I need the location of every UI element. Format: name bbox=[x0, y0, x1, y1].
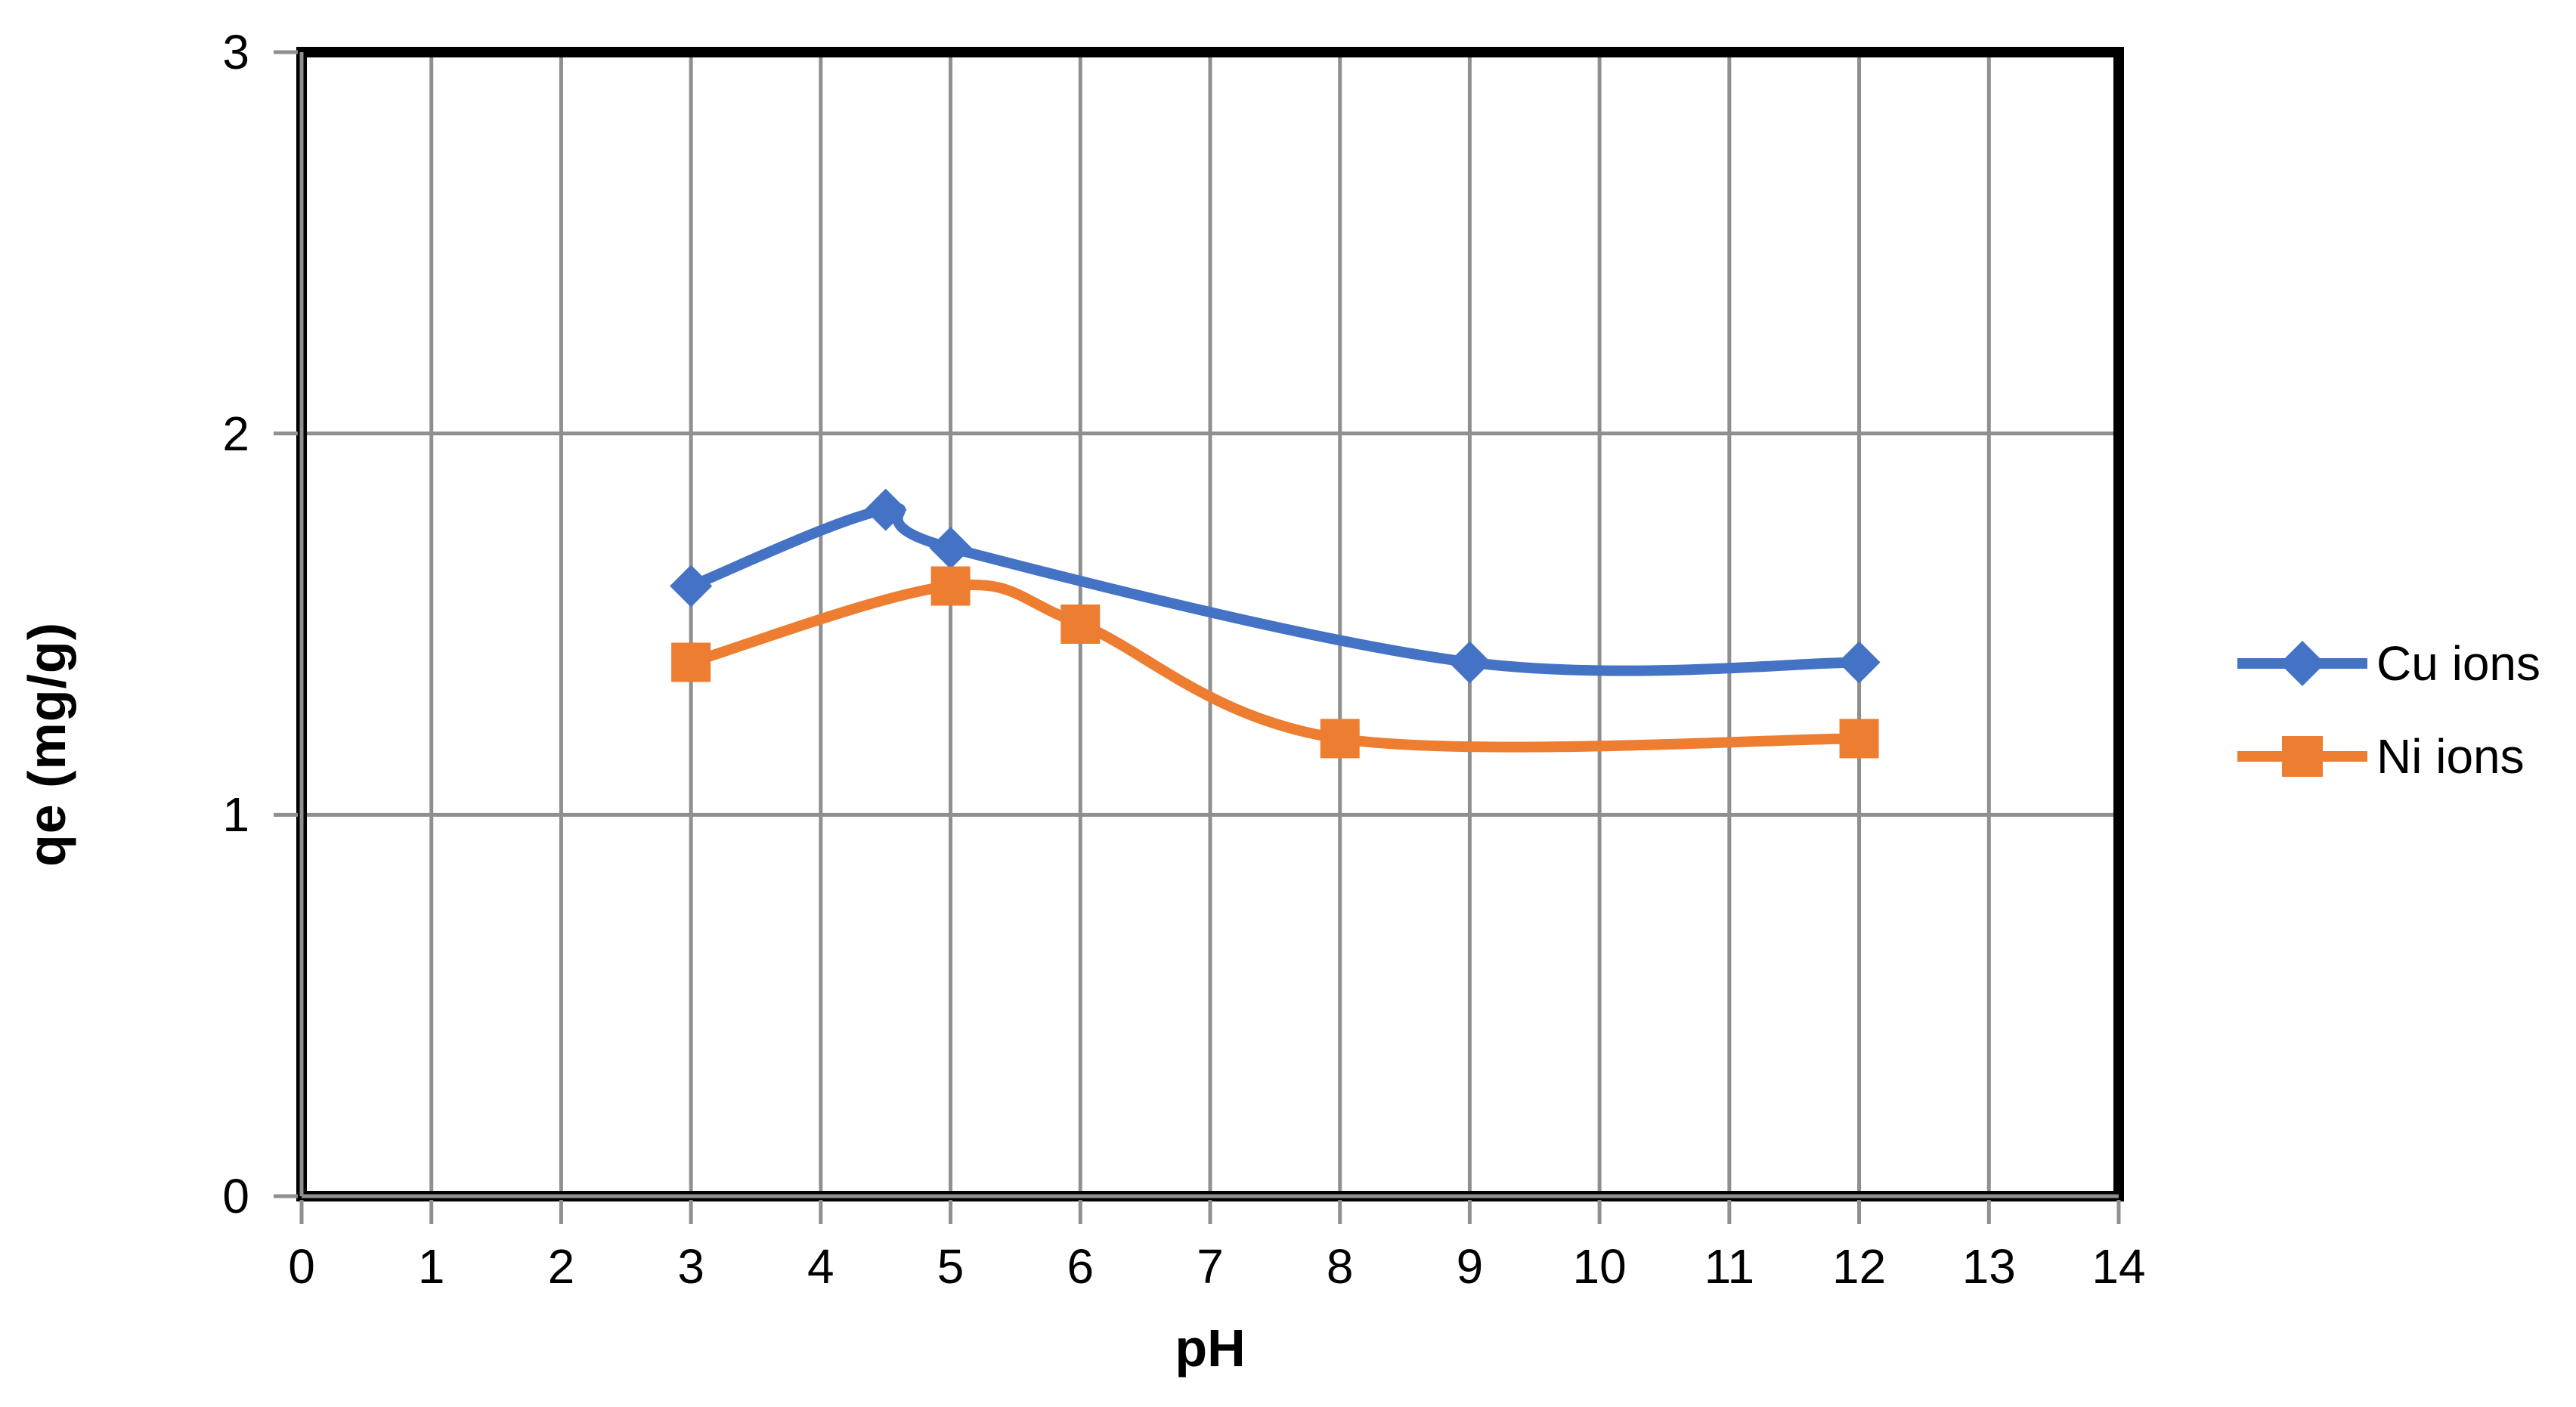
cu-ions-line bbox=[686, 503, 1865, 676]
x-tick-label: 2 bbox=[547, 1239, 575, 1294]
x-tick-label: 1 bbox=[417, 1239, 445, 1294]
x-axis-title: pH bbox=[1175, 1319, 1246, 1378]
ni-ions-marker bbox=[1320, 719, 1360, 759]
ni-ions-marker bbox=[930, 566, 971, 606]
legend-item-cu: Cu ions bbox=[2234, 633, 2540, 694]
x-tick-label: 13 bbox=[1961, 1239, 2016, 1294]
ni-line-square-icon bbox=[2237, 736, 2367, 777]
y-tick-label: 3 bbox=[222, 25, 249, 79]
x-tick-label: 0 bbox=[288, 1239, 315, 1294]
legend-label-cu: Cu ions bbox=[2376, 636, 2540, 691]
cu-ions-marker bbox=[864, 488, 907, 531]
y-tick-label: 0 bbox=[222, 1169, 249, 1223]
x-tick-label: 3 bbox=[677, 1239, 704, 1294]
cu-ions-marker bbox=[1448, 641, 1491, 684]
x-tick-label: 8 bbox=[1326, 1239, 1354, 1294]
x-tick-label: 10 bbox=[1572, 1239, 1627, 1294]
y-tick-label: 2 bbox=[222, 406, 249, 461]
ni-ions-line bbox=[686, 579, 1865, 753]
x-tick-label: 12 bbox=[1831, 1239, 1887, 1294]
x-tick-label: 9 bbox=[1456, 1239, 1484, 1294]
x-tick-label: 6 bbox=[1067, 1239, 1094, 1294]
x-tick-label: 7 bbox=[1197, 1239, 1224, 1294]
ni-ions-marker bbox=[1060, 605, 1101, 644]
cu-ions-marker bbox=[1838, 641, 1881, 684]
x-tick-label: 4 bbox=[807, 1239, 834, 1294]
cu-line-diamond-icon bbox=[2237, 641, 2367, 686]
x-tick-label: 11 bbox=[1704, 1239, 1755, 1294]
cu-ions-marker bbox=[670, 564, 713, 608]
legend-item-ni: Ni ions bbox=[2234, 726, 2540, 787]
cu-ions-marker bbox=[929, 527, 972, 570]
x-tick-label: 5 bbox=[937, 1239, 964, 1294]
legend-label-ni: Ni ions bbox=[2376, 729, 2525, 784]
x-tick-label: 14 bbox=[2091, 1239, 2146, 1294]
ni-ions-marker bbox=[1839, 719, 1879, 759]
y-tick-label: 1 bbox=[222, 787, 249, 843]
y-axis-title: qe (mg/g) bbox=[17, 622, 76, 867]
legend: Cu ions Ni ions bbox=[2234, 633, 2540, 787]
ni-ions-marker bbox=[671, 642, 711, 682]
